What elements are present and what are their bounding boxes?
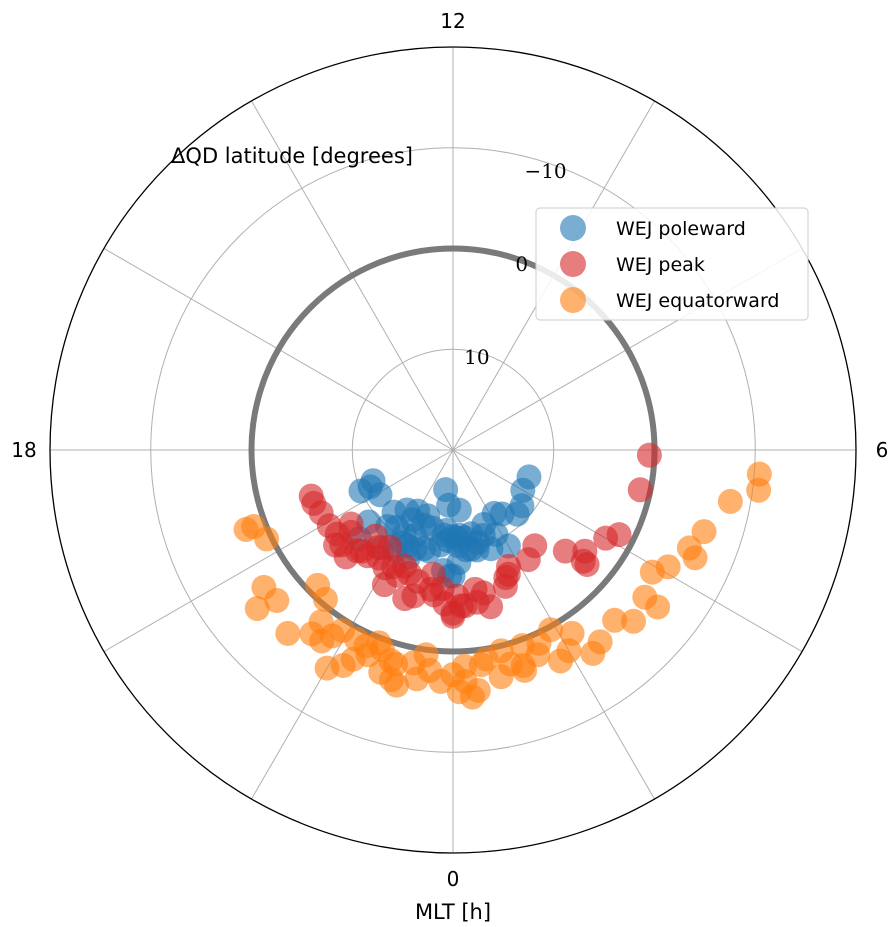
radial-tick-label: −10 — [524, 159, 566, 183]
scatter-point — [405, 498, 431, 524]
scatter-points — [233, 442, 772, 710]
theta-tick-label: 0 — [447, 867, 460, 891]
series-2 — [233, 461, 772, 710]
legend: WEJ poleward WEJ peak WEJ equatorward — [535, 207, 809, 321]
scatter-point — [495, 533, 521, 559]
scatter-point — [717, 488, 743, 514]
tick-labels: 0 6 12 18 −10 0 10 — [11, 9, 888, 891]
legend-box — [535, 207, 809, 321]
scatter-point — [343, 626, 369, 652]
scatter-point — [492, 573, 518, 599]
scatter-point — [264, 587, 290, 613]
scatter-point — [559, 620, 585, 646]
radial-tick-label: 0 — [515, 252, 528, 276]
scatter-point — [365, 535, 391, 561]
scatter-point — [446, 497, 472, 523]
legend-label: WEJ peak — [616, 254, 705, 276]
scatter-point — [464, 537, 490, 563]
scatter-point — [378, 667, 404, 693]
legend-label: WEJ poleward — [616, 218, 746, 240]
scatter-point — [655, 554, 681, 580]
radial-tick-label: 10 — [464, 345, 489, 369]
scatter-point — [746, 477, 772, 503]
scatter-point — [367, 482, 393, 508]
scatter-point — [587, 629, 613, 655]
theta-axis-label: MLT [h] — [415, 900, 491, 924]
scatter-point — [516, 464, 542, 490]
scatter-point — [602, 607, 628, 633]
scatter-point — [244, 596, 270, 622]
scatter-point — [254, 526, 280, 552]
scatter-point — [488, 638, 514, 664]
scatter-point — [404, 666, 430, 692]
scatter-point — [275, 620, 301, 646]
scatter-point — [451, 653, 477, 679]
scatter-point — [621, 608, 647, 634]
theta-tick-label: 12 — [440, 9, 465, 33]
scatter-point — [465, 677, 491, 703]
scatter-point — [298, 483, 324, 509]
legend-marker — [560, 251, 586, 277]
series-1 — [298, 442, 662, 629]
radial-axis-label: ΔQD latitude [degrees] — [171, 144, 413, 168]
scatter-point — [378, 648, 404, 674]
scatter-point — [464, 589, 490, 615]
scatter-point — [632, 584, 658, 610]
scatter-point — [371, 572, 397, 598]
scatter-point — [496, 553, 522, 579]
scatter-point — [299, 621, 325, 647]
legend-label: WEJ equatorward — [616, 290, 779, 312]
scatter-point — [538, 617, 564, 643]
scatter-point — [574, 552, 600, 578]
outer-frame — [49, 46, 857, 854]
scatter-point — [312, 586, 338, 612]
scatter-point — [627, 477, 653, 503]
scatter-point — [509, 633, 535, 659]
theta-tick-label: 18 — [11, 438, 36, 462]
scatter-point — [512, 657, 538, 683]
legend-marker — [560, 287, 586, 313]
scatter-point — [432, 591, 458, 617]
theta-tick-label: 6 — [876, 438, 889, 462]
scatter-point — [636, 442, 662, 468]
scatter-point — [522, 533, 548, 559]
scatter-point — [445, 526, 471, 552]
scatter-point — [676, 535, 702, 561]
scatter-point — [606, 522, 632, 548]
legend-marker — [560, 215, 586, 241]
axis-labels: MLT [h] ΔQD latitude [degrees] — [171, 144, 491, 924]
scatter-point — [691, 519, 717, 545]
